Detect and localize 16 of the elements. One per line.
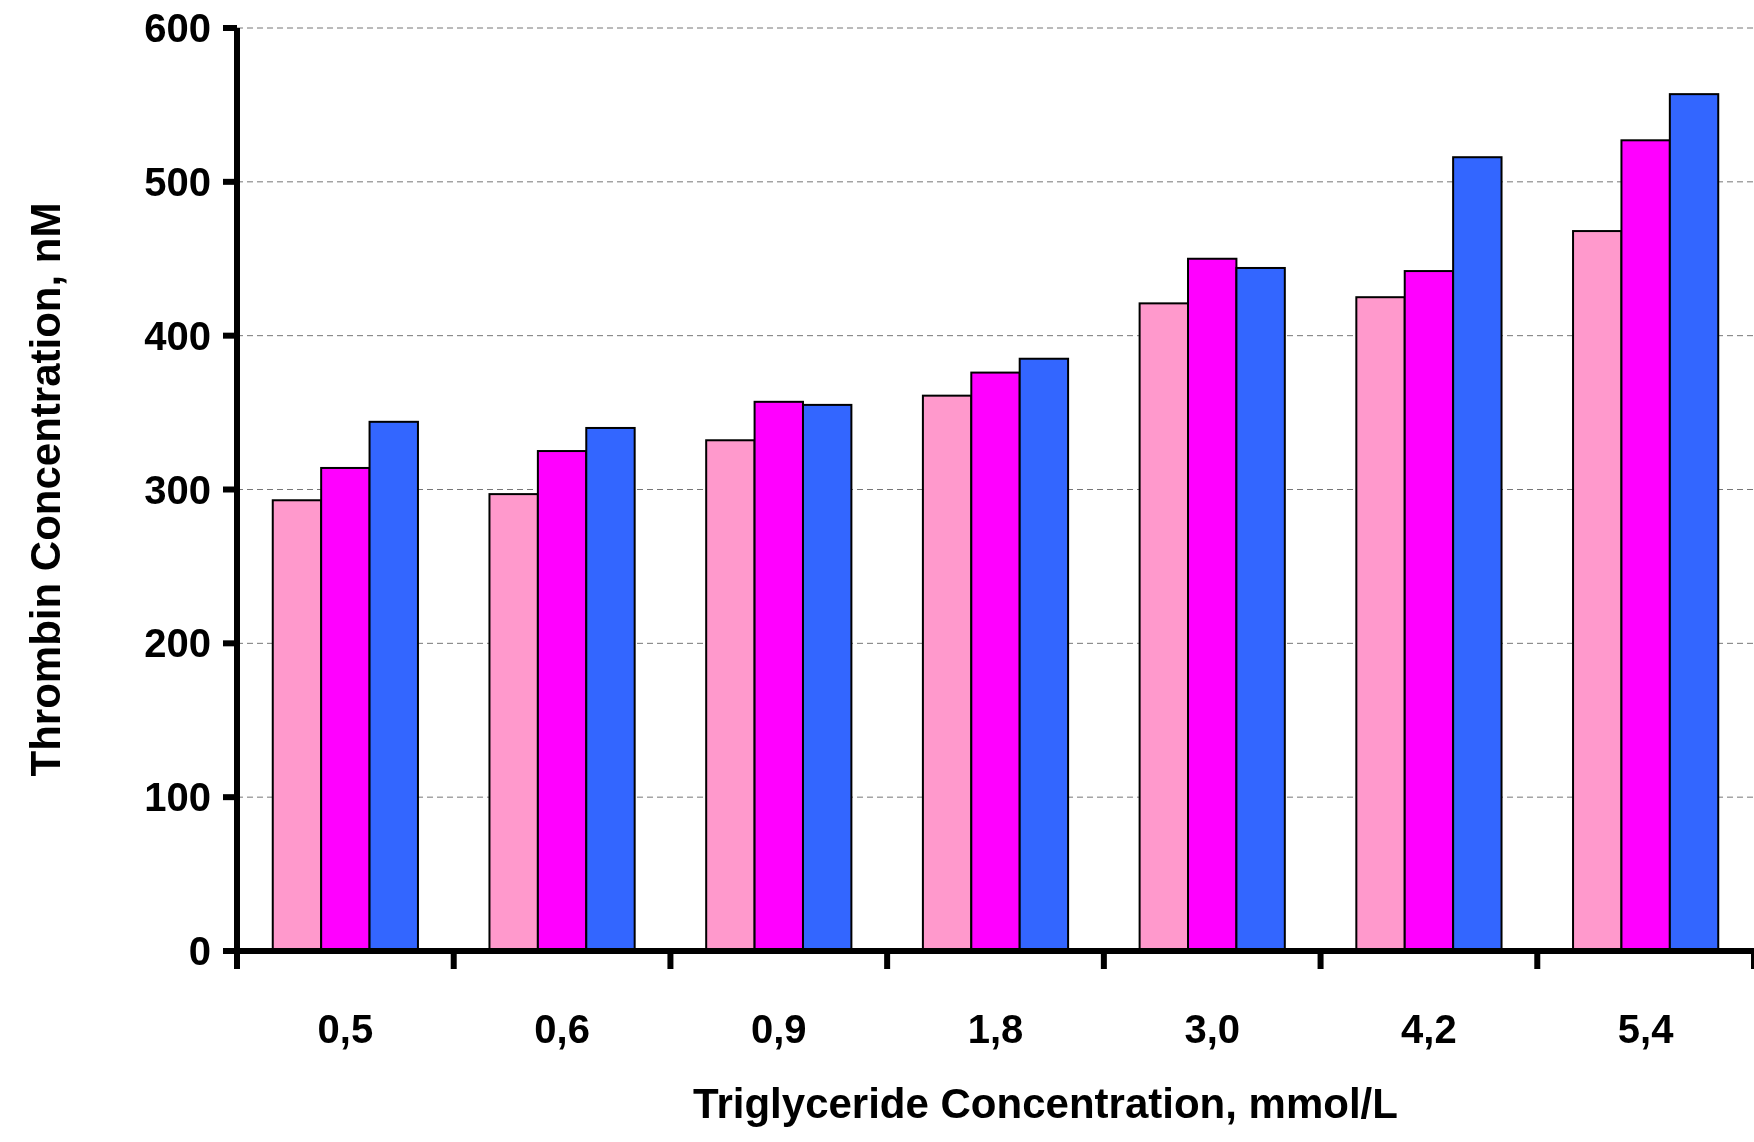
x-tick-label: 0,5 <box>317 1007 374 1051</box>
x-tick-label: 4,2 <box>1401 1007 1457 1051</box>
y-tick-label: 0 <box>188 929 211 973</box>
x-tick-label: 1,8 <box>967 1007 1024 1051</box>
x-tick-label: 3,0 <box>1184 1007 1241 1051</box>
y-tick-label: 400 <box>144 313 211 358</box>
y-tick-label: 200 <box>144 621 211 666</box>
y-tick-label: 100 <box>144 775 211 820</box>
y-tick-label: 500 <box>144 159 211 204</box>
y-tick-label: 300 <box>144 467 211 512</box>
x-axis-title: Triglyceride Concentration, mmol/L <box>693 1080 1398 1127</box>
y-axis-title: Thrombin Concentration, nM <box>22 202 69 777</box>
x-tick-label: 0,9 <box>750 1007 807 1051</box>
x-tick-label: 0,6 <box>534 1007 590 1051</box>
x-tick-label: 5,4 <box>1617 1007 1675 1051</box>
y-tick-label: 600 <box>144 6 211 50</box>
